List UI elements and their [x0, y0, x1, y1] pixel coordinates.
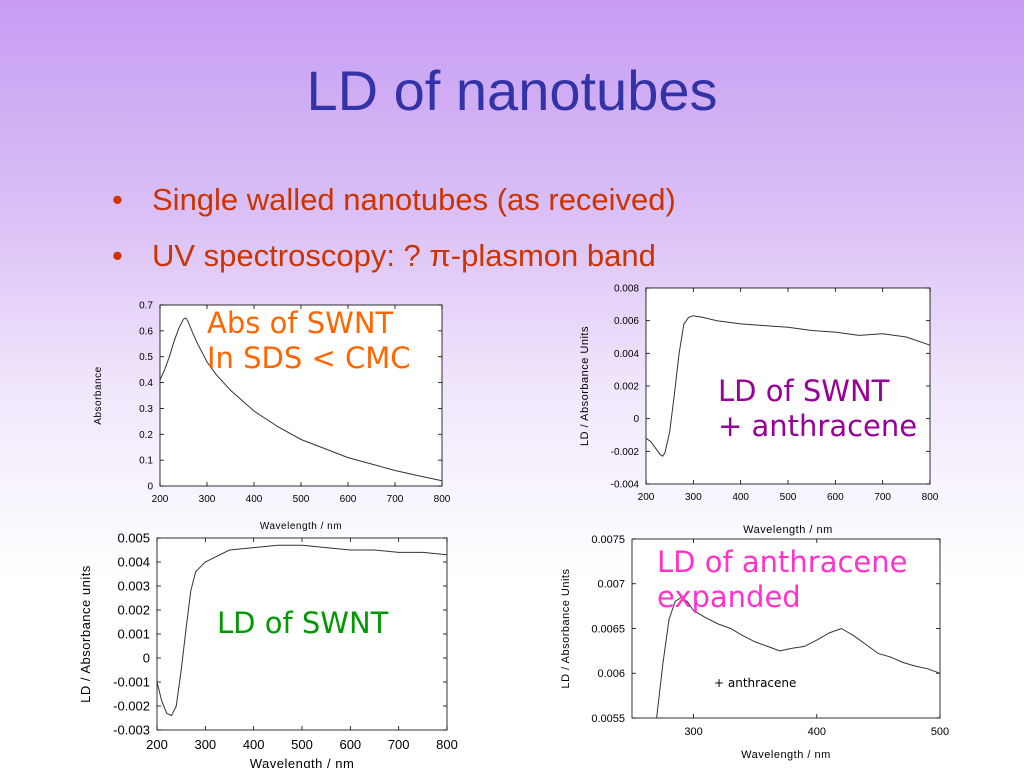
x-tick-label: 600: [340, 494, 357, 505]
x-tick-label: 800: [436, 737, 458, 752]
annotation-abs: Abs of SWNT In SDS < CMC: [207, 306, 411, 376]
y-tick-label: 0.5: [139, 352, 153, 363]
series-line: [159, 317, 443, 482]
y-axis-label: Absorbance: [93, 366, 104, 424]
series-line: [156, 544, 448, 717]
y-tick-label: -0.002: [113, 699, 150, 714]
y-tick-label: 0.3: [139, 404, 153, 415]
x-tick-label: 300: [684, 726, 702, 738]
plot-frame: [156, 537, 448, 731]
x-tick-label: 300: [199, 494, 216, 505]
y-tick-label: 0.4: [139, 378, 153, 389]
x-tick-label: 600: [827, 492, 844, 503]
y-tick-label: 0.0075: [591, 534, 625, 546]
bullet-marker: •: [112, 182, 123, 217]
x-tick-label: 200: [152, 494, 169, 505]
y-tick-label: 0: [147, 482, 153, 493]
annotation-ld-anthracene-line2: + anthracene: [718, 408, 918, 443]
y-tick-label: 0.004: [117, 555, 150, 570]
x-tick-label: 400: [243, 737, 265, 752]
y-tick-label: -0.004: [611, 480, 640, 491]
y-tick-label: 0.0055: [591, 713, 625, 725]
x-axis-label: Wavelength / nm: [741, 749, 831, 761]
x-tick-label: 500: [293, 494, 310, 505]
y-tick-label: 0.005: [117, 531, 150, 546]
plus-anthracene-label: + anthracene: [714, 676, 797, 690]
x-axis-label: Wavelength / nm: [250, 756, 355, 768]
y-tick-label: 0: [143, 651, 150, 666]
y-tick-label: 0.6: [139, 326, 153, 337]
slide-title: LD of nanotubes: [306, 59, 718, 122]
bullet-text: UV spectroscopy: ? π-plasmon band: [152, 238, 656, 273]
y-tick-label: 0.008: [614, 284, 639, 295]
annotation-ld-anthracene-line1: LD of SWNT: [718, 374, 890, 408]
x-tick-label: 500: [780, 492, 797, 503]
y-tick-label: -0.001: [113, 675, 150, 690]
plot-frame: [631, 538, 941, 719]
y-tick-label: -0.003: [113, 723, 150, 738]
annotation-ld-swnt: LD of SWNT: [217, 606, 388, 641]
x-tick-label: 200: [638, 492, 655, 503]
y-tick-label: 0.002: [117, 603, 150, 618]
x-tick-label: 500: [931, 726, 949, 738]
y-tick-label: 0.0065: [591, 623, 625, 635]
x-tick-label: 800: [922, 492, 939, 503]
x-tick-label: 600: [339, 737, 361, 752]
y-tick-label: 0.002: [614, 382, 639, 393]
y-tick-label: 0.007: [597, 579, 625, 591]
y-tick-label: 0.004: [614, 349, 639, 360]
plot-frame: [645, 287, 931, 485]
annotation-ld-swnt-line1: LD of SWNT: [217, 606, 389, 640]
annotation-ld-anthracene: LD of SWNT + anthracene: [718, 374, 917, 444]
x-tick-label: 400: [246, 494, 263, 505]
x-tick-label: 500: [291, 737, 313, 752]
x-axis-label: Wavelength / nm: [743, 524, 833, 536]
x-tick-label: 200: [146, 737, 168, 752]
y-tick-label: 0.003: [117, 579, 150, 594]
y-tick-label: 0: [633, 414, 639, 425]
x-tick-label: 300: [685, 492, 702, 503]
bullet-item: • Single walled nanotubes (as received): [112, 172, 676, 228]
bullet-item: • UV spectroscopy: ? π-plasmon band: [112, 228, 676, 284]
x-tick-label: 800: [434, 494, 451, 505]
y-tick-label: -0.002: [611, 447, 640, 458]
annotation-ld-expanded-line1: LD of anthracene: [657, 545, 908, 579]
y-tick-label: 0.7: [139, 301, 153, 312]
bullet-marker: •: [112, 238, 123, 273]
x-tick-label: 300: [194, 737, 216, 752]
y-axis-label: LD / Absorbance Units: [579, 326, 591, 446]
y-tick-label: 0.001: [117, 627, 150, 642]
y-tick-label: 0.006: [614, 316, 639, 327]
x-tick-label: 400: [732, 492, 749, 503]
annotation-ld-expanded-line2: expanded: [657, 579, 801, 614]
annotation-abs-line1: Abs of SWNT: [207, 306, 394, 340]
series-line: [656, 596, 941, 719]
y-tick-label: 0.1: [139, 456, 153, 467]
annotation-abs-line2: In SDS < CMC: [207, 340, 411, 375]
x-tick-label: 700: [387, 494, 404, 505]
x-tick-label: 400: [808, 726, 826, 738]
y-tick-label: 0.006: [597, 668, 625, 680]
x-tick-label: 700: [388, 737, 410, 752]
annotation-ld-expanded: LD of anthracene expanded: [657, 545, 907, 615]
y-axis-label: LD / Absorbance units: [78, 565, 93, 703]
bullet-list: • Single walled nanotubes (as received) •…: [112, 172, 676, 284]
series-line: [645, 315, 931, 457]
x-axis-label: Wavelength / nm: [260, 521, 342, 532]
y-axis-label: LD / Absorbance Units: [560, 569, 572, 689]
x-tick-label: 700: [874, 492, 891, 503]
y-tick-label: 0.2: [139, 430, 153, 441]
bullet-text: Single walled nanotubes (as received): [152, 182, 676, 217]
